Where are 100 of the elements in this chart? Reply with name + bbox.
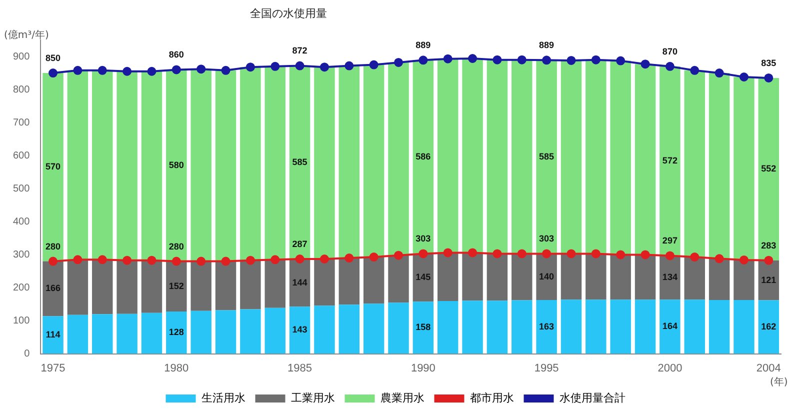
- y-tick-label: 200: [12, 282, 30, 294]
- point: [221, 66, 230, 75]
- point: [196, 256, 206, 266]
- bar: [586, 300, 606, 354]
- point: [73, 66, 82, 75]
- point: [591, 55, 600, 64]
- point: [739, 255, 748, 264]
- bar: [67, 70, 88, 260]
- bar: [708, 73, 730, 259]
- data-label: 585: [539, 152, 554, 162]
- data-label: 889: [416, 40, 431, 50]
- data-label: 280: [168, 241, 184, 252]
- point: [295, 254, 304, 264]
- point: [246, 62, 255, 72]
- bar: [388, 255, 409, 303]
- bar: [190, 310, 212, 354]
- point: [418, 249, 428, 258]
- data-label: 143: [292, 324, 308, 335]
- bar: [289, 306, 310, 354]
- y-axis-title: (億m³/年): [4, 28, 49, 42]
- data-label: 870: [662, 46, 678, 56]
- data-label: 835: [761, 58, 776, 68]
- data-label: 152: [168, 280, 184, 291]
- data-label: 134: [662, 272, 678, 282]
- x-tick-label: 1980: [164, 362, 189, 374]
- bar: [610, 60, 631, 255]
- data-label: 114: [46, 329, 60, 340]
- point: [418, 56, 428, 65]
- data-label: 889: [539, 40, 554, 50]
- bar: [166, 261, 187, 312]
- bar: [536, 254, 557, 300]
- point: [394, 250, 404, 260]
- point: [566, 249, 576, 258]
- point: [320, 254, 329, 264]
- data-label: 158: [416, 322, 431, 332]
- bar: [536, 60, 557, 254]
- data-label: 570: [46, 162, 61, 172]
- point: [665, 62, 674, 71]
- bar: [215, 261, 236, 310]
- data-label: 140: [539, 271, 554, 282]
- point: [221, 256, 230, 266]
- data-label: 144: [292, 277, 308, 288]
- bar: [388, 302, 409, 354]
- data-label: 128: [168, 327, 184, 338]
- bar: [512, 300, 532, 354]
- y-tick-label: 600: [12, 150, 30, 162]
- bar: [92, 260, 113, 314]
- bar: [264, 308, 286, 354]
- bar: [67, 314, 88, 354]
- point: [270, 255, 280, 264]
- data-label: 303: [416, 234, 431, 244]
- data-label: 303: [539, 234, 554, 244]
- point: [764, 256, 774, 265]
- point: [147, 256, 156, 265]
- point: [714, 68, 724, 78]
- data-label: 162: [761, 322, 776, 332]
- bar: [141, 71, 162, 260]
- bar: [708, 258, 730, 300]
- bar: [314, 306, 335, 354]
- point: [566, 56, 576, 65]
- bar: [412, 302, 434, 354]
- point: [344, 61, 354, 70]
- bar: [684, 70, 705, 258]
- bar: [240, 67, 261, 260]
- point: [443, 54, 452, 64]
- bar: [734, 300, 754, 354]
- x-tick-label: 2004: [756, 362, 781, 374]
- bar: [634, 64, 656, 255]
- y-tick-label: 900: [12, 51, 30, 62]
- data-label: 280: [46, 241, 61, 252]
- data-label: 850: [46, 53, 61, 64]
- bar: [42, 316, 64, 354]
- point: [147, 66, 156, 76]
- point: [394, 58, 404, 67]
- bar: [314, 259, 335, 306]
- bar: [264, 66, 286, 260]
- x-tick-label: 1985: [288, 362, 312, 374]
- point: [616, 56, 626, 66]
- point: [98, 255, 107, 264]
- point: [517, 55, 526, 64]
- data-label: 121: [761, 274, 776, 285]
- point: [690, 66, 700, 75]
- bar: [190, 261, 212, 311]
- y-tick-label: 0: [24, 348, 30, 360]
- data-label: 860: [168, 50, 184, 60]
- bar: [462, 300, 483, 354]
- bar: [42, 73, 64, 262]
- point: [122, 66, 132, 76]
- point: [48, 256, 58, 266]
- data-label: 166: [46, 283, 61, 294]
- y-tick-label: 500: [12, 183, 30, 194]
- point: [468, 248, 478, 258]
- bar: [512, 254, 532, 300]
- bar: [586, 254, 606, 300]
- bar: [486, 60, 508, 254]
- point: [492, 249, 502, 258]
- point: [542, 249, 552, 258]
- bar: [610, 254, 631, 300]
- y-tick-label: 700: [12, 117, 30, 128]
- legend-label: 都市用水: [470, 392, 514, 405]
